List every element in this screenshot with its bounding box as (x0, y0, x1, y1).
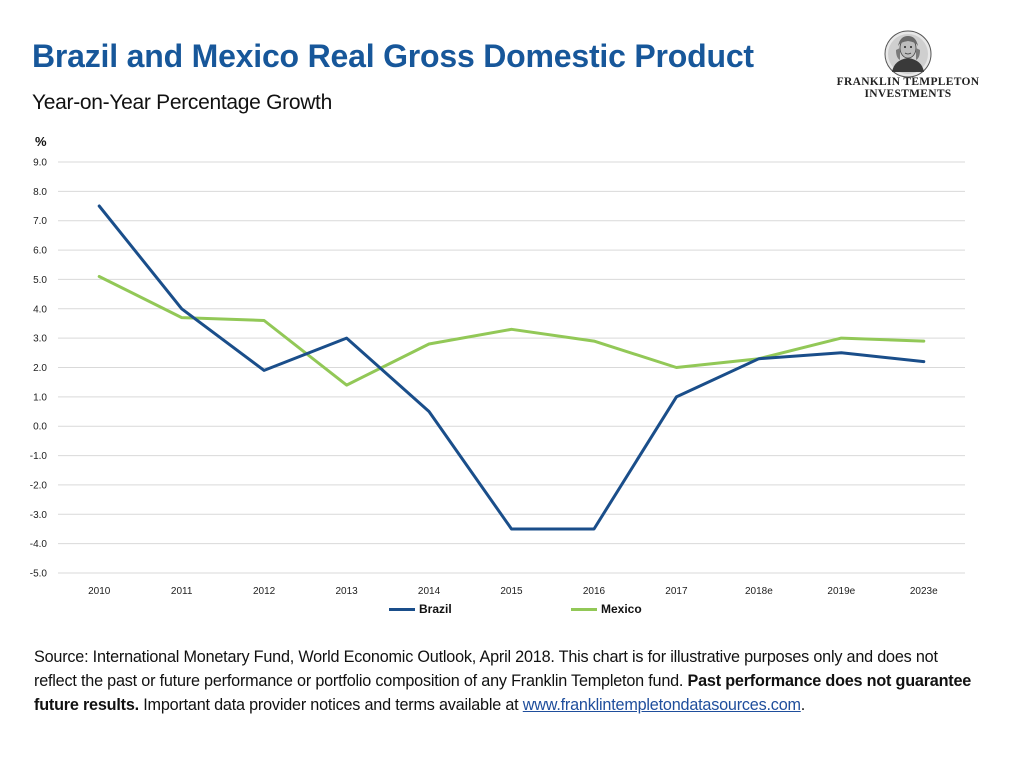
logo-text-line1: FRANKLIN TEMPLETON (836, 76, 980, 88)
line-chart: % 9.0 8.0 7.0 6.0 5.0 4.0 3.0 2.0 1.0 0.0 -1.0 -2.0 -… (30, 134, 965, 597)
data-sources-link[interactable]: www.franklintempletondatasources.com (522, 696, 801, 714)
y-tick-label: 6.0 (33, 246, 47, 257)
series-line-brazil (97, 204, 926, 531)
y-tick-label: 3.0 (33, 334, 47, 345)
x-tick-label: 2012 (253, 586, 276, 597)
y-tick-label: 1.0 (33, 392, 47, 403)
page-title: Brazil and Mexico Real Gross Domestic Pr… (32, 38, 754, 74)
series-line-mexico (97, 275, 926, 387)
legend-swatch-brazil (389, 607, 415, 611)
footnote-period: . (800, 696, 806, 714)
footnote-disclaimer: Past performance does not guarantee futu… (34, 672, 972, 714)
franklin-templeton-logo: FRANKLIN TEMPLETON INVESTMENTS (832, 28, 984, 102)
x-tick-label: 2011 (171, 586, 193, 597)
x-tick-label: 2013 (335, 586, 358, 597)
legend-item-mexico: Mexico (571, 602, 642, 616)
y-tick-label: 5.0 (33, 275, 47, 286)
x-tick-label: 2016 (583, 586, 606, 597)
y-tick-label: -2.0 (30, 480, 48, 491)
logo-text-line2: INVESTMENTS (864, 88, 952, 100)
x-tick-label: 2019e (827, 586, 855, 597)
y-tick-label: -5.0 (30, 569, 48, 580)
x-tick-label: 2023e (910, 586, 938, 597)
page-subtitle: Year-on-Year Percentage Growth (32, 91, 332, 114)
x-tick-label: 2010 (88, 586, 111, 597)
y-tick-label: -1.0 (30, 451, 48, 462)
benjamin-franklin-portrait-icon (884, 30, 932, 78)
x-tick-label: 2014 (418, 586, 441, 597)
y-tick-label: -4.0 (30, 539, 48, 550)
legend-label-mexico: Mexico (601, 602, 642, 616)
legend-item-brazil: Brazil (389, 602, 452, 616)
legend-swatch-mexico (571, 607, 597, 611)
x-tick-label: 2015 (500, 586, 523, 597)
y-tick-label: 2.0 (33, 363, 47, 374)
source-footnote: Source: International Monetary Fund, Wor… (34, 645, 984, 717)
x-tick-label: 2017 (665, 586, 688, 597)
y-tick-label: 8.0 (33, 187, 47, 198)
y-tick-label: 0.0 (33, 422, 47, 433)
legend-label-brazil: Brazil (419, 602, 452, 616)
y-tick-label: 4.0 (33, 304, 47, 315)
footnote-text: Source: International Monetary Fund, Wor… (34, 648, 938, 690)
footnote-text-2: Important data provider notices and term… (138, 696, 523, 714)
x-tick-label: 2018e (745, 586, 773, 597)
y-tick-label: 9.0 (33, 158, 47, 169)
y-axis-unit-label: % (35, 134, 47, 149)
y-tick-label: -3.0 (30, 510, 48, 521)
y-tick-label: 7.0 (33, 216, 47, 227)
